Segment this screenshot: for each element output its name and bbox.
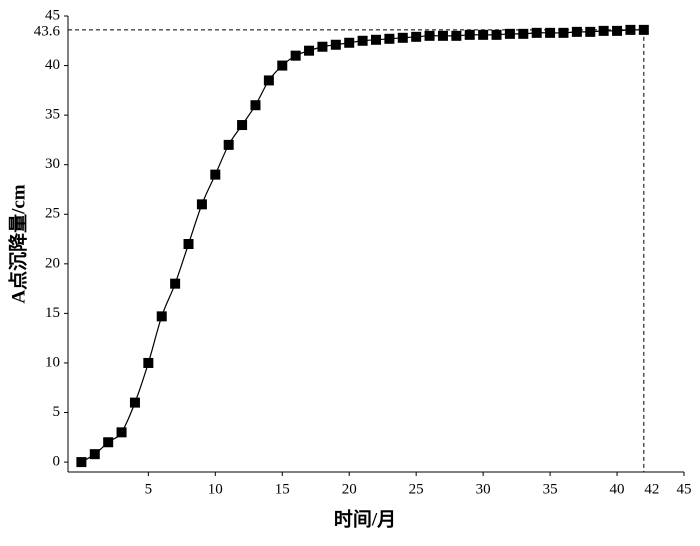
data-point xyxy=(170,278,181,289)
data-point xyxy=(451,30,462,41)
data-point xyxy=(504,28,515,39)
y-tick-label: 20 xyxy=(45,255,60,271)
y-tick-label: 35 xyxy=(45,107,60,123)
data-point xyxy=(223,139,234,150)
data-point xyxy=(156,311,167,322)
y-tick-label: 5 xyxy=(53,404,61,420)
data-point xyxy=(625,24,636,35)
data-point xyxy=(598,25,609,36)
y-tick-label: 45 xyxy=(45,7,60,23)
data-point xyxy=(103,437,114,448)
data-point xyxy=(290,50,301,61)
data-point xyxy=(518,28,529,39)
data-point xyxy=(357,35,368,46)
data-point xyxy=(210,169,221,180)
data-point xyxy=(424,30,435,41)
data-point xyxy=(437,30,448,41)
x-tick-label: 40 xyxy=(610,481,625,497)
y-tick-label: 0 xyxy=(53,454,61,470)
data-point xyxy=(143,357,154,368)
data-point xyxy=(304,45,315,56)
y-tick-label: 25 xyxy=(45,206,60,222)
data-point xyxy=(638,24,649,35)
x-tick-label: 25 xyxy=(409,481,424,497)
data-point xyxy=(371,34,381,45)
data-point xyxy=(116,427,127,438)
data-point xyxy=(411,31,422,42)
x-tick-label: 30 xyxy=(476,481,491,497)
data-point xyxy=(478,29,489,40)
y-axis-label: A点沉降量/cm xyxy=(6,184,29,303)
data-point xyxy=(612,25,623,36)
x-tick-label: 15 xyxy=(275,481,290,497)
x-tick-label: 5 xyxy=(145,481,153,497)
data-point xyxy=(397,32,408,43)
data-line xyxy=(81,29,644,463)
data-point xyxy=(330,39,341,50)
data-point xyxy=(558,27,569,38)
data-point xyxy=(250,100,261,111)
data-point xyxy=(183,239,194,249)
data-point xyxy=(89,449,100,460)
x-tick-label: 45 xyxy=(677,481,692,497)
y-tick-label: 30 xyxy=(45,156,60,172)
x-axis-label: 时间/月 xyxy=(334,508,396,530)
x-tick-label: 35 xyxy=(543,481,558,497)
data-point xyxy=(384,33,395,44)
data-point xyxy=(585,26,596,37)
reference-x-label: 42 xyxy=(644,481,659,497)
x-tick-label: 10 xyxy=(208,481,223,497)
data-point xyxy=(491,29,502,40)
data-point xyxy=(545,27,556,38)
y-tick-label: 40 xyxy=(45,57,60,73)
data-point xyxy=(76,457,87,468)
data-point xyxy=(317,41,328,52)
data-point xyxy=(344,37,355,48)
data-point xyxy=(531,27,542,38)
data-point xyxy=(571,26,582,37)
data-point xyxy=(277,60,288,71)
data-point xyxy=(129,397,140,408)
data-point xyxy=(263,75,274,86)
y-tick-label: 15 xyxy=(45,305,60,321)
y-tick-label: 10 xyxy=(45,354,60,370)
x-tick-label: 20 xyxy=(342,481,357,497)
data-point xyxy=(196,199,207,210)
reference-y-label: 43.6 xyxy=(34,23,61,39)
data-point xyxy=(237,120,248,131)
data-point xyxy=(464,29,475,40)
